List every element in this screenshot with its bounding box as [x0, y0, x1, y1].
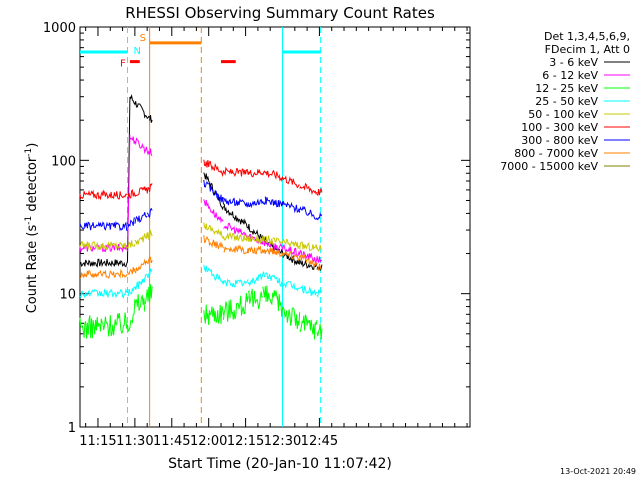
legend-label: 300 - 800 keV	[521, 134, 598, 147]
x-tick-label: 11:15	[79, 434, 116, 449]
x-tick-label: 12:00	[190, 434, 227, 449]
x-tick-label: 12:15	[227, 434, 264, 449]
night-label: N	[133, 46, 140, 57]
plot-area: 1 10 100 1000 11:15 11:30 11:45 12:00 12:15 12:30…	[43, 21, 471, 449]
y-axis-label: Count Rate (s-1 detector-1)	[24, 143, 40, 314]
generated-timestamp: 13-Oct-2021 20:49	[560, 467, 636, 476]
y-tick-label: 100	[51, 154, 76, 169]
x-tick-label: 11:30	[116, 434, 153, 449]
saa-label: S	[140, 33, 146, 44]
series-line	[79, 235, 323, 280]
legend-header-line: FDecim 1, Att 0	[545, 43, 630, 56]
x-axis-label: Start Time (20-Jan-10 11:07:42)	[168, 456, 392, 472]
plot-frame	[79, 26, 471, 428]
legend-label: 25 - 50 keV	[535, 95, 598, 108]
legend-header-line: Det 1,3,4,5,6,9,	[544, 30, 630, 43]
x-tick-label: 12:45	[301, 434, 338, 449]
series-line	[79, 159, 323, 201]
legend-label: 12 - 25 keV	[535, 82, 598, 95]
legend-label: 800 - 7000 keV	[514, 147, 598, 160]
flare-label: F	[120, 59, 126, 70]
series-line	[79, 264, 323, 299]
legend-label: 100 - 300 keV	[521, 121, 598, 134]
legend-label: 3 - 6 keV	[549, 56, 598, 69]
y-tick-label: 1000	[43, 21, 76, 36]
series-line	[79, 284, 323, 341]
series-line	[79, 222, 323, 252]
chart-title: RHESSI Observing Summary Count Rates	[125, 4, 435, 22]
legend-label: 7000 - 15000 keV	[500, 160, 598, 173]
y-tick-label: 10	[59, 288, 76, 303]
x-tick-label: 11:45	[153, 434, 190, 449]
series-line	[79, 179, 323, 232]
x-tick-label: 12:30	[264, 434, 301, 449]
legend-label: 50 - 100 keV	[528, 108, 598, 121]
y-tick-label: 1	[68, 421, 76, 436]
legend: Det 1,3,4,5,6,9,FDecim 1, Att 03 - 6 keV…	[500, 30, 630, 173]
legend-label: 6 - 12 keV	[542, 69, 598, 82]
